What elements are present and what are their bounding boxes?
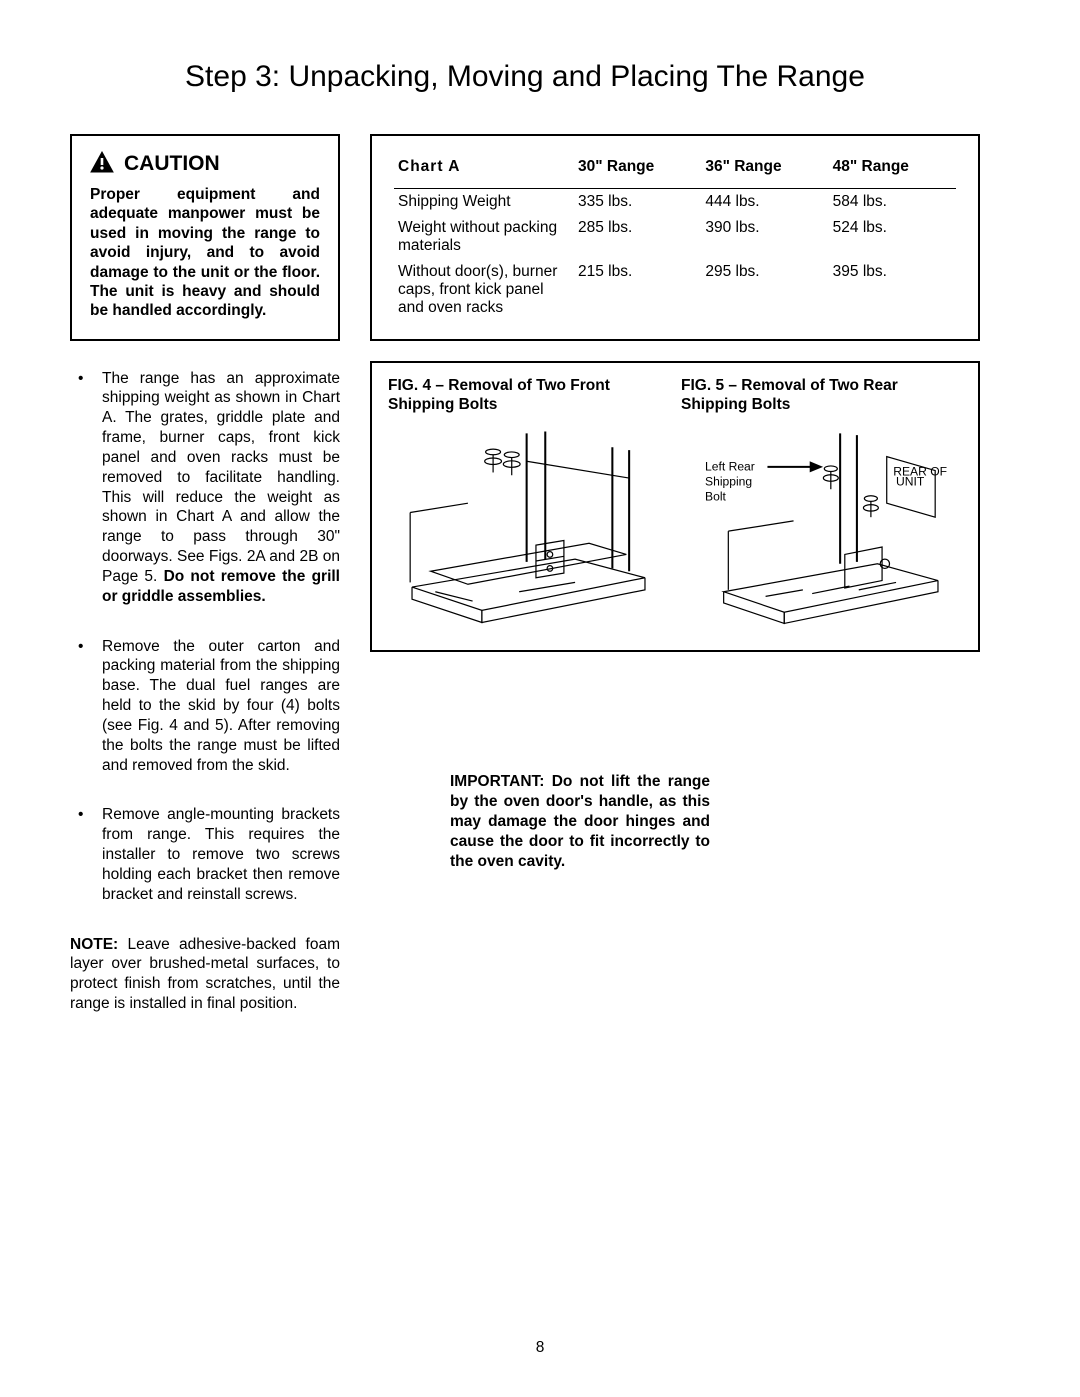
fig4-title: FIG. 4 – Removal of Two Front Shipping B… <box>388 377 669 414</box>
fig5-label2: Shipping <box>705 475 752 489</box>
fig5-label3: Bolt <box>705 490 727 504</box>
cell: 215 lbs. <box>574 259 701 321</box>
important-block: IMPORTANT: Do not lift the range by the … <box>450 772 710 871</box>
table-row: Without door(s), burner caps, front kick… <box>394 259 956 321</box>
list-item: The range has an approximate shipping we… <box>70 369 340 607</box>
table-row: Weight without packing materials 285 lbs… <box>394 215 956 259</box>
fig5-title: FIG. 5 – Removal of Two Rear Shipping Bo… <box>681 377 962 414</box>
fig5-diagram: Left Rear Shipping Bolt REAR OF UNIT <box>681 424 962 629</box>
list-item: Remove the outer carton and packing mate… <box>70 637 340 776</box>
col-36: 36" Range <box>701 154 828 189</box>
figures-box: FIG. 4 – Removal of Two Front Shipping B… <box>370 361 980 652</box>
page-number: 8 <box>0 1339 1080 1357</box>
row-label: Without door(s), burner caps, front kick… <box>394 259 574 321</box>
table-row: Shipping Weight 335 lbs. 444 lbs. 584 lb… <box>394 189 956 216</box>
list-item: Remove angle-mounting brackets from rang… <box>70 805 340 904</box>
bullet-text: The range has an approximate shipping we… <box>102 370 340 585</box>
cell: 444 lbs. <box>701 189 828 216</box>
fig5-panel-l2: UNIT <box>896 475 925 489</box>
fig5-label1: Left Rear <box>705 460 755 474</box>
caution-header: CAUTION <box>90 151 320 177</box>
note-label: NOTE: <box>70 936 118 953</box>
fig4-diagram <box>388 424 669 629</box>
col-48: 48" Range <box>829 154 956 189</box>
right-column: Chart A 30" Range 36" Range 48" Range Sh… <box>370 134 980 1014</box>
caution-label: CAUTION <box>124 152 220 176</box>
left-column: CAUTION Proper equipment and adequate ma… <box>70 134 340 1014</box>
bullet-list: The range has an approximate shipping we… <box>70 369 340 905</box>
cell: 524 lbs. <box>829 215 956 259</box>
figure-5: FIG. 5 – Removal of Two Rear Shipping Bo… <box>681 377 962 634</box>
chart-a-box: Chart A 30" Range 36" Range 48" Range Sh… <box>370 134 980 341</box>
caution-body: Proper equipment and adequate manpower m… <box>90 185 320 321</box>
cell: 395 lbs. <box>829 259 956 321</box>
cell: 285 lbs. <box>574 215 701 259</box>
caution-box: CAUTION Proper equipment and adequate ma… <box>70 134 340 341</box>
note-block: NOTE: Leave adhesive-backed foam layer o… <box>70 935 340 1014</box>
col-30: 30" Range <box>574 154 701 189</box>
figure-4: FIG. 4 – Removal of Two Front Shipping B… <box>388 377 669 634</box>
warning-icon <box>90 151 114 177</box>
row-label: Weight without packing materials <box>394 215 574 259</box>
row-label: Shipping Weight <box>394 189 574 216</box>
cell: 335 lbs. <box>574 189 701 216</box>
cell: 295 lbs. <box>701 259 828 321</box>
chart-title: Chart A <box>394 154 574 189</box>
column-layout: CAUTION Proper equipment and adequate ma… <box>70 134 980 1014</box>
page-title: Step 3: Unpacking, Moving and Placing Th… <box>70 60 980 94</box>
page: Step 3: Unpacking, Moving and Placing Th… <box>0 0 1080 1397</box>
chart-a-table: Chart A 30" Range 36" Range 48" Range Sh… <box>394 154 956 321</box>
cell: 390 lbs. <box>701 215 828 259</box>
cell: 584 lbs. <box>829 189 956 216</box>
